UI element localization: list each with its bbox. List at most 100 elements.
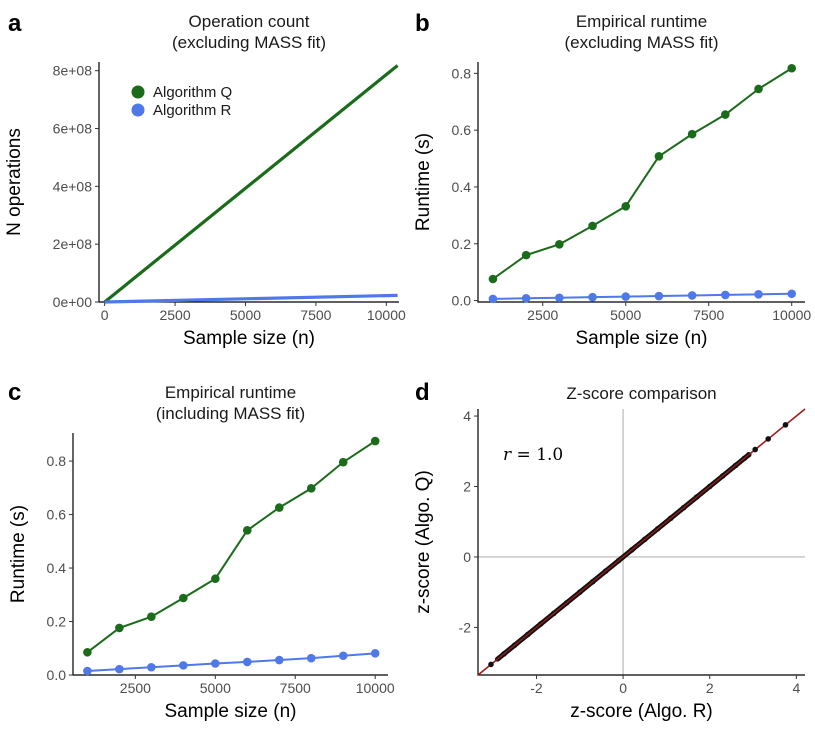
x-tick-label: 5000 [230,307,261,323]
x-axis-title: Sample size (n) [576,328,708,349]
data-point [338,457,348,467]
data-point [555,293,564,303]
y-tick-label: -2 [459,619,472,635]
x-tick-label: 7500 [300,307,331,323]
x-tick-label: 10000 [772,307,811,323]
chart-title-line-2: (excluding MASS fit) [172,33,326,52]
x-axis-title: Sample size (n) [183,328,315,349]
data-point [654,291,664,301]
correlation-variable: r [503,445,512,465]
data-point [83,666,92,676]
data-point [621,292,631,301]
legend-label: Algorithm R [153,102,232,119]
x-tick-label: 2500 [527,307,558,323]
correlation-annotation: r = 1.0 [503,445,563,465]
panel-letter-b: b [415,10,430,37]
y-axis-title: N operations [4,128,25,236]
panel-letter-d: d [415,379,430,406]
data-point [721,290,730,300]
x-tick-label: 0 [101,307,109,323]
y-tick-label: 0 [463,549,471,565]
x-tick-label: 7500 [280,680,311,696]
y-tick-label: 8e+08 [53,63,93,79]
series-line [104,293,398,304]
panel-letter-c: c [8,379,21,406]
legend-label: Algorithm Q [153,84,232,101]
y-tick-label: 0.6 [452,122,472,138]
y-tick-label: 0.8 [47,453,67,469]
chart-title-line-2: (excluding MASS fit) [565,33,719,52]
legend-marker [131,103,145,117]
x-tick-label: 4 [792,680,800,696]
x-tick-label: 5000 [610,307,641,323]
panel-c: c Empirical runtime (including MASS fit) 25… [8,379,395,722]
data-point [306,653,316,663]
y-tick-label: 0.2 [452,236,472,252]
data-point [370,436,380,446]
y-tick-label: 0.6 [47,507,67,523]
data-point [115,664,124,674]
series-line [492,67,793,280]
y-tick-label: 0e+00 [53,294,93,310]
data-point [147,612,156,622]
x-tick-label: 2 [706,680,714,696]
data-point [242,526,252,535]
data-point [242,657,252,667]
data-point [521,294,531,303]
data-point [179,661,188,670]
data-point [754,84,763,94]
x-tick-label: 7500 [693,307,724,323]
data-point [787,63,797,73]
x-tick-label: -2 [530,680,543,696]
scatter-point [488,661,494,668]
legend-marker [131,85,145,99]
data-point [588,221,597,231]
y-axis-title: Runtime (s) [8,505,29,603]
x-tick-label: 2500 [159,307,190,323]
chart-title-line-1: Operation count [189,12,310,31]
data-point [274,655,284,665]
data-point [521,250,531,260]
data-point [488,294,498,304]
y-tick-label: 6e+08 [53,121,93,137]
data-point [147,662,156,672]
data-point [179,593,188,603]
data-point [211,574,220,584]
data-point [115,623,124,633]
y-axis-title: z-score (Algo. Q) [413,470,434,614]
data-point [370,649,380,658]
x-tick-label: 10000 [367,307,406,323]
scatter-point [752,446,758,453]
y-tick-label: 0.4 [47,560,67,576]
panel-d: d Z-score comparison -2 0 2 4 -2 0 2 4 z-score (Al… [413,379,806,722]
y-tick-label: 0.4 [452,179,472,195]
y-tick-label: 2 [463,479,471,495]
panel-letter-a: a [8,10,22,37]
y-tick-label: 2e+08 [53,236,93,252]
data-point [555,240,564,249]
data-point [83,647,92,657]
x-axis-title: Sample size (n) [165,701,297,722]
series-line [86,440,376,654]
y-tick-label: 0.0 [47,667,67,683]
data-point [687,129,697,139]
chart-title-line-1: Empirical runtime [576,12,707,31]
series-line [87,652,376,672]
x-tick-label: 0 [619,680,627,696]
data-point [306,484,316,493]
data-point [274,503,284,512]
chart-title-line-1: Empirical runtime [165,383,296,402]
panel-b: b Empirical runtime (excluding MASS fit) 25… [413,10,811,349]
y-tick-label: 0.8 [452,65,472,81]
data-point [654,151,664,161]
y-tick-label: 4e+08 [53,178,93,194]
x-tick-label: 5000 [200,680,231,696]
chart-title-line-1: Z-score comparison [566,384,716,403]
y-tick-label: 0.0 [452,293,472,309]
data-point [488,274,498,284]
panel-a: a Operation count (excluding MASS fit) 0 250… [4,10,406,349]
data-point [621,201,631,211]
scatter-point [765,436,771,442]
data-point [338,651,348,661]
